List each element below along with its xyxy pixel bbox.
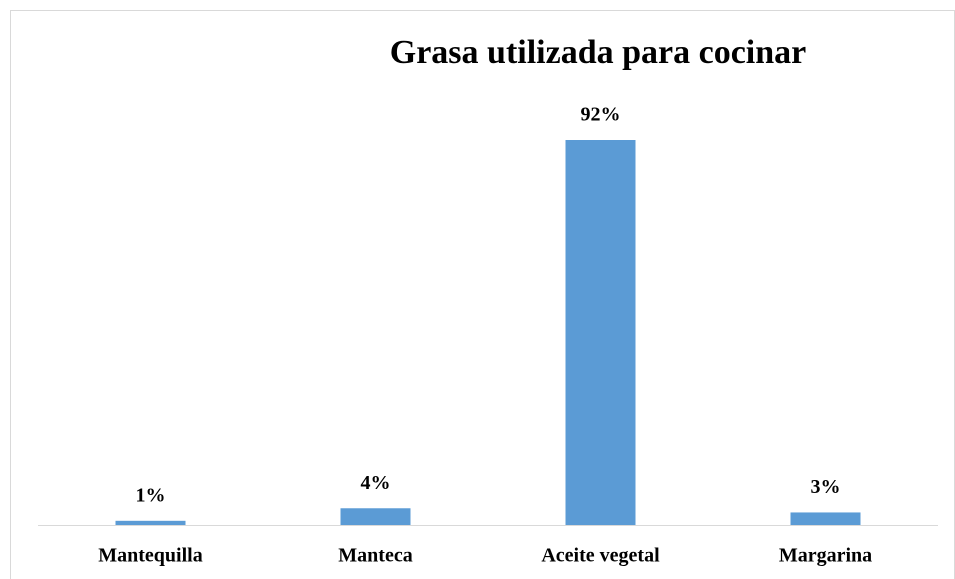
x-tick-label: Mantequilla xyxy=(98,545,202,567)
x-tick-label: Margarina xyxy=(779,545,872,567)
bar xyxy=(115,520,186,525)
data-label: 3% xyxy=(811,476,841,498)
data-label: 4% xyxy=(361,472,391,494)
bar xyxy=(790,512,861,525)
bar xyxy=(340,508,411,525)
chart-title: Grasa utilizada para cocinar xyxy=(390,34,806,71)
bar xyxy=(565,140,636,525)
data-label: 92% xyxy=(581,104,621,126)
x-tick-label: Aceite vegetal xyxy=(541,545,660,567)
data-label: 1% xyxy=(136,484,166,506)
x-tick-label: Manteca xyxy=(338,545,412,567)
